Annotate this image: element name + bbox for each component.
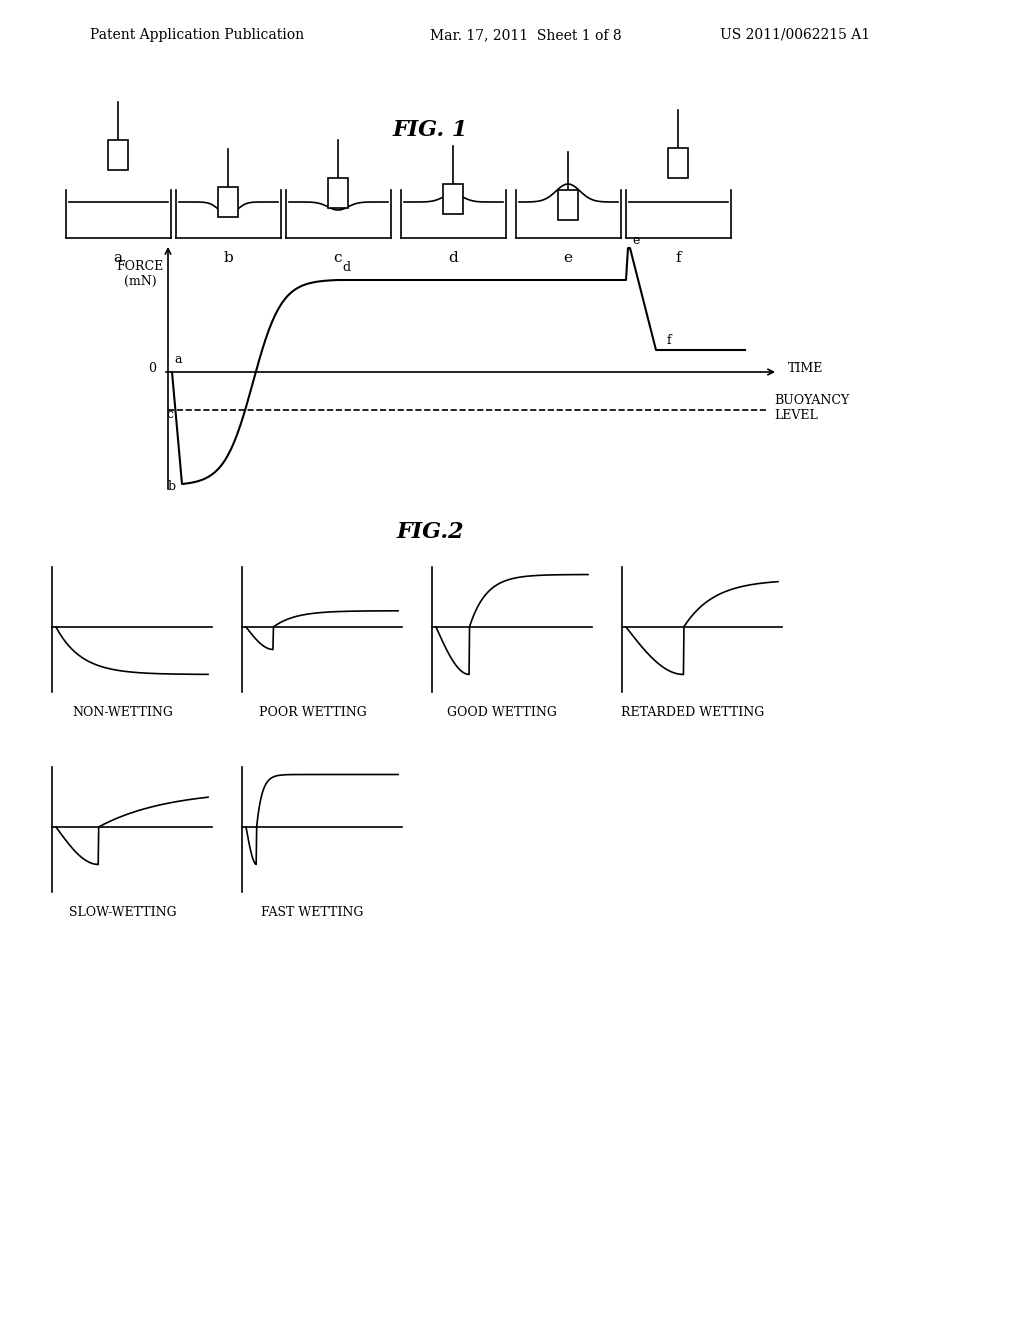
Text: f: f: [675, 251, 681, 265]
Text: FIG. 1: FIG. 1: [392, 119, 468, 141]
Text: 0: 0: [148, 362, 156, 375]
Text: a: a: [114, 251, 123, 265]
Text: b: b: [168, 480, 176, 492]
Text: Patent Application Publication: Patent Application Publication: [90, 28, 304, 42]
Bar: [668, 148, 688, 178]
Text: a: a: [174, 352, 181, 366]
Text: FIG.2: FIG.2: [396, 521, 464, 543]
Text: e: e: [632, 234, 639, 247]
Bar: [108, 140, 128, 170]
Text: US 2011/0062215 A1: US 2011/0062215 A1: [720, 28, 870, 42]
Text: RETARDED WETTING: RETARDED WETTING: [621, 705, 764, 718]
Bar: [558, 190, 578, 220]
Bar: [328, 178, 348, 209]
Text: GOOD WETTING: GOOD WETTING: [447, 705, 557, 718]
Text: BUOYANCY
LEVEL: BUOYANCY LEVEL: [774, 393, 849, 422]
Text: SLOW-WETTING: SLOW-WETTING: [69, 906, 176, 919]
Text: c: c: [334, 251, 342, 265]
Bar: [443, 183, 463, 214]
Text: e: e: [563, 251, 572, 265]
Text: FAST WETTING: FAST WETTING: [261, 906, 364, 919]
Text: NON-WETTING: NON-WETTING: [72, 705, 173, 718]
Bar: [218, 187, 238, 216]
Text: d: d: [342, 261, 350, 275]
Text: b: b: [223, 251, 232, 265]
Text: Mar. 17, 2011  Sheet 1 of 8: Mar. 17, 2011 Sheet 1 of 8: [430, 28, 622, 42]
Text: TIME: TIME: [788, 362, 823, 375]
Text: c: c: [167, 408, 173, 421]
Text: d: d: [449, 251, 458, 265]
Text: f: f: [667, 334, 672, 347]
Text: POOR WETTING: POOR WETTING: [258, 705, 367, 718]
Text: FORCE
(mN): FORCE (mN): [117, 260, 164, 288]
